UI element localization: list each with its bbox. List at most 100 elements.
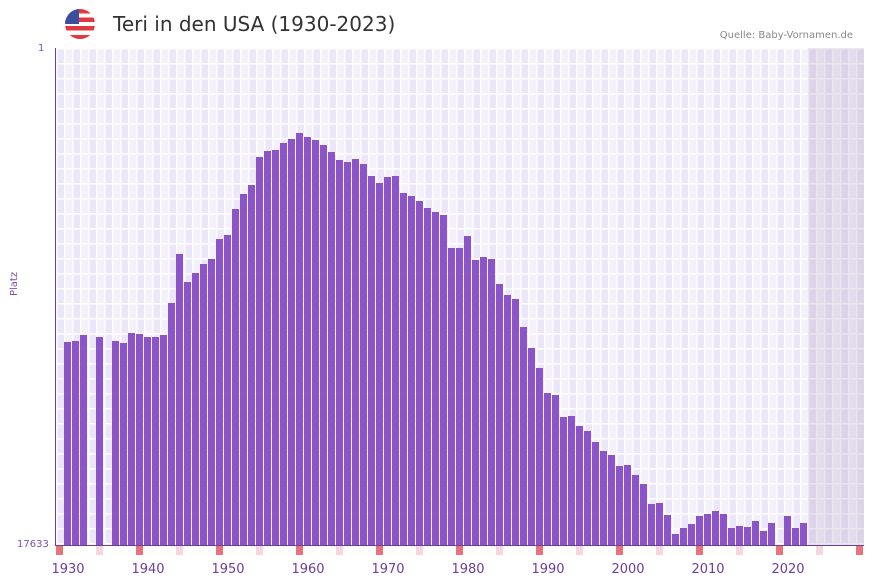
- decade-marker: [56, 546, 63, 555]
- bar-1983[interactable]: [488, 259, 495, 545]
- bar-1984[interactable]: [496, 284, 503, 545]
- bar-1971[interactable]: [392, 176, 399, 545]
- bar-1992[interactable]: [560, 417, 567, 545]
- bar-1931[interactable]: [72, 341, 79, 545]
- bar-1951[interactable]: [232, 209, 239, 545]
- bar-2018[interactable]: [768, 523, 775, 545]
- bar-1939[interactable]: [136, 334, 143, 545]
- bar-1993[interactable]: [568, 416, 575, 545]
- bar-2014[interactable]: [736, 526, 743, 545]
- bar-1989[interactable]: [536, 368, 543, 545]
- bar-1950[interactable]: [224, 235, 231, 545]
- bar-1936[interactable]: [112, 341, 119, 545]
- bar-2004[interactable]: [656, 503, 663, 545]
- bar-1934[interactable]: [96, 337, 103, 545]
- bar-2016[interactable]: [752, 521, 759, 545]
- bar-1968[interactable]: [368, 176, 375, 545]
- bar-1940[interactable]: [144, 337, 151, 545]
- bar-1967[interactable]: [360, 164, 367, 545]
- bar-1963[interactable]: [328, 152, 335, 545]
- bar-1945[interactable]: [184, 282, 191, 545]
- bar-2001[interactable]: [632, 475, 639, 545]
- bar-1986[interactable]: [512, 299, 519, 545]
- bar-1991[interactable]: [552, 395, 559, 545]
- bar-2020[interactable]: [784, 516, 791, 545]
- bar-1996[interactable]: [592, 442, 599, 545]
- bar-1943[interactable]: [168, 303, 175, 545]
- bar-2015[interactable]: [744, 527, 751, 545]
- bar-1966[interactable]: [352, 159, 359, 545]
- bar-1981[interactable]: [472, 260, 479, 545]
- x-tick-1970: 1970: [371, 562, 405, 577]
- bar-2006[interactable]: [672, 534, 679, 545]
- bar-1955[interactable]: [264, 151, 271, 545]
- bar-1997[interactable]: [600, 451, 607, 545]
- half-decade-marker: [816, 546, 823, 555]
- bar-1938[interactable]: [128, 333, 135, 545]
- bar-2021[interactable]: [792, 528, 799, 545]
- bar-1952[interactable]: [240, 194, 247, 545]
- bar-2009[interactable]: [696, 516, 703, 545]
- bar-1969[interactable]: [376, 183, 383, 545]
- bar-1956[interactable]: [272, 150, 279, 545]
- bar-1961[interactable]: [312, 140, 319, 545]
- bar-2017[interactable]: [760, 531, 767, 545]
- bar-2013[interactable]: [728, 528, 735, 545]
- bar-1954[interactable]: [256, 157, 263, 545]
- bar-1987[interactable]: [520, 327, 527, 545]
- bar-1953[interactable]: [248, 185, 255, 545]
- bar-1999[interactable]: [616, 466, 623, 545]
- bar-1958[interactable]: [288, 139, 295, 545]
- half-decade-marker: [496, 546, 503, 555]
- bar-1974[interactable]: [416, 201, 423, 545]
- bar-2003[interactable]: [648, 504, 655, 545]
- bar-1970[interactable]: [384, 177, 391, 545]
- bar-1948[interactable]: [208, 259, 215, 545]
- decade-marker: [616, 546, 623, 555]
- bar-1932[interactable]: [80, 335, 87, 545]
- decade-marker: [776, 546, 783, 555]
- bar-1964[interactable]: [336, 160, 343, 545]
- bar-1947[interactable]: [200, 264, 207, 545]
- bar-1962[interactable]: [320, 145, 327, 545]
- bar-1985[interactable]: [504, 295, 511, 545]
- x-tick-2000: 2000: [611, 562, 645, 577]
- bar-2005[interactable]: [664, 515, 671, 545]
- bar-1959[interactable]: [296, 133, 303, 545]
- bar-1942[interactable]: [160, 335, 167, 545]
- bar-2000[interactable]: [624, 465, 631, 545]
- bar-1937[interactable]: [120, 343, 127, 545]
- bar-1998[interactable]: [608, 455, 615, 545]
- bar-1979[interactable]: [456, 248, 463, 545]
- bar-2012[interactable]: [720, 514, 727, 545]
- bar-1982[interactable]: [480, 257, 487, 545]
- bar-2010[interactable]: [704, 514, 711, 545]
- bar-1995[interactable]: [584, 431, 591, 545]
- bar-1972[interactable]: [400, 193, 407, 545]
- bar-1994[interactable]: [576, 426, 583, 545]
- bar-1965[interactable]: [344, 162, 351, 545]
- bar-1976[interactable]: [432, 212, 439, 545]
- y-tick-bottom: 17633: [17, 539, 49, 550]
- bar-2022[interactable]: [800, 523, 807, 545]
- bar-1977[interactable]: [440, 215, 447, 545]
- bar-1941[interactable]: [152, 337, 159, 545]
- bar-1949[interactable]: [216, 239, 223, 545]
- bar-1990[interactable]: [544, 393, 551, 545]
- bar-2007[interactable]: [680, 528, 687, 545]
- decade-marker: [296, 546, 303, 555]
- bar-1975[interactable]: [424, 208, 431, 545]
- bar-1957[interactable]: [280, 143, 287, 545]
- bar-1980[interactable]: [464, 236, 471, 545]
- bar-1973[interactable]: [408, 196, 415, 545]
- bar-1960[interactable]: [304, 137, 311, 545]
- bar-1988[interactable]: [528, 348, 535, 545]
- bar-2002[interactable]: [640, 484, 647, 545]
- bar-2008[interactable]: [688, 524, 695, 545]
- bar-2011[interactable]: [712, 511, 719, 545]
- bar-1978[interactable]: [448, 248, 455, 545]
- bar-1946[interactable]: [192, 273, 199, 545]
- bar-1944[interactable]: [176, 254, 183, 545]
- future-shaded-region: [808, 48, 864, 545]
- bar-1930[interactable]: [64, 342, 71, 545]
